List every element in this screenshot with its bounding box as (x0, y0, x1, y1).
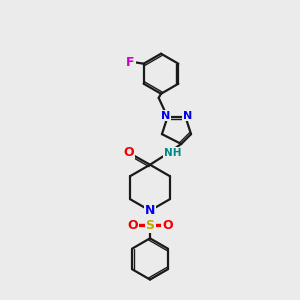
Text: NH: NH (164, 148, 182, 158)
Text: F: F (126, 56, 135, 69)
Text: O: O (162, 220, 173, 232)
Text: N: N (145, 204, 155, 217)
Text: N: N (183, 110, 193, 121)
Text: O: O (123, 146, 134, 159)
Text: N: N (160, 110, 170, 121)
Text: O: O (127, 220, 138, 232)
Text: S: S (146, 220, 154, 232)
